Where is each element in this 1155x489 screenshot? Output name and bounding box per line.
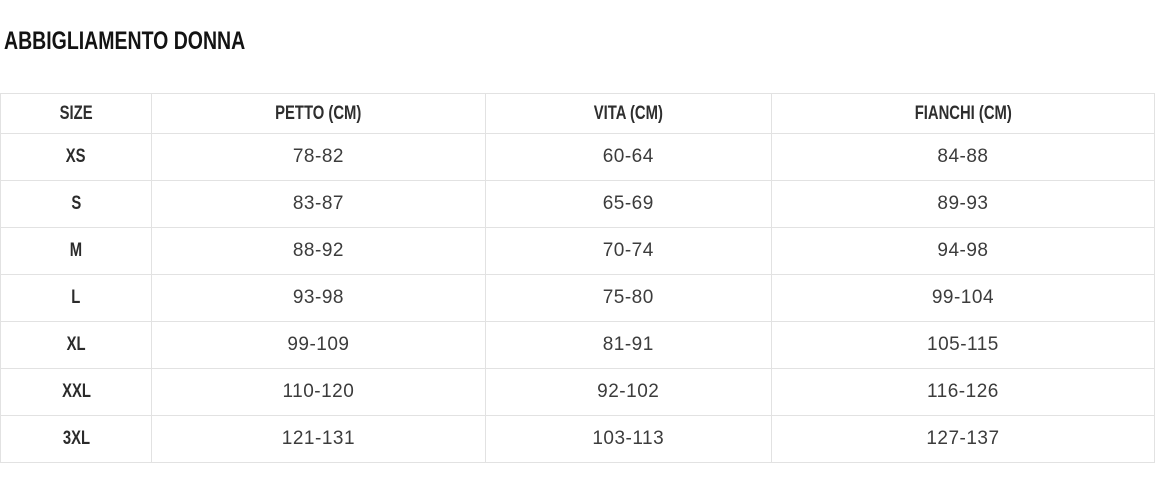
table-row: XL 99-109 81-91 105-115 [0, 321, 1155, 369]
table-row: XS 78-82 60-64 84-88 [0, 133, 1155, 181]
size-label-cell: S [0, 180, 153, 228]
fianchi-value-cell: 105-115 [770, 321, 1155, 369]
petto-value-cell: 121-131 [151, 415, 486, 463]
column-header-petto: PETTO (CM) [151, 93, 486, 134]
fianchi-value-cell: 89-93 [770, 180, 1155, 228]
size-label-cell: XXL [0, 368, 153, 416]
petto-value-cell: 99-109 [151, 321, 486, 369]
petto-value-cell: 83-87 [151, 180, 486, 228]
size-label-cell: M [0, 227, 153, 275]
fianchi-value-cell: 84-88 [770, 133, 1155, 181]
table-row: 3XL 121-131 103-113 127-137 [0, 415, 1155, 463]
vita-value-cell: 103-113 [484, 415, 772, 463]
vita-value-cell: 75-80 [484, 274, 772, 322]
size-label-cell: XL [0, 321, 153, 369]
column-header-vita: VITA (CM) [484, 93, 772, 134]
petto-value-cell: 78-82 [151, 133, 486, 181]
column-header-size: SIZE [0, 93, 153, 134]
fianchi-value-cell: 116-126 [770, 368, 1155, 416]
table-row: XXL 110-120 92-102 116-126 [0, 368, 1155, 416]
vita-value-cell: 92-102 [484, 368, 772, 416]
column-header-fianchi: FIANCHI (CM) [770, 93, 1155, 134]
vita-value-cell: 60-64 [484, 133, 772, 181]
size-label-cell: XS [0, 133, 153, 181]
petto-value-cell: 110-120 [151, 368, 486, 416]
vita-value-cell: 70-74 [484, 227, 772, 275]
size-label-cell: L [0, 274, 153, 322]
table-row: S 83-87 65-69 89-93 [0, 180, 1155, 228]
vita-value-cell: 81-91 [484, 321, 772, 369]
fianchi-value-cell: 94-98 [770, 227, 1155, 275]
table-header-row: SIZE PETTO (CM) VITA (CM) FIANCHI (CM) [0, 93, 1155, 134]
vita-value-cell: 65-69 [484, 180, 772, 228]
size-label-cell: 3XL [0, 415, 153, 463]
fianchi-value-cell: 99-104 [770, 274, 1155, 322]
fianchi-value-cell: 127-137 [770, 415, 1155, 463]
size-chart-table: SIZE PETTO (CM) VITA (CM) FIANCHI (CM) X… [0, 93, 1155, 463]
page-title-text: ABBIGLIAMENTO DONNA [4, 27, 246, 55]
petto-value-cell: 93-98 [151, 274, 486, 322]
table-row: M 88-92 70-74 94-98 [0, 227, 1155, 275]
page-title: ABBIGLIAMENTO DONNA [0, 0, 1155, 54]
table-row: L 93-98 75-80 99-104 [0, 274, 1155, 322]
petto-value-cell: 88-92 [151, 227, 486, 275]
